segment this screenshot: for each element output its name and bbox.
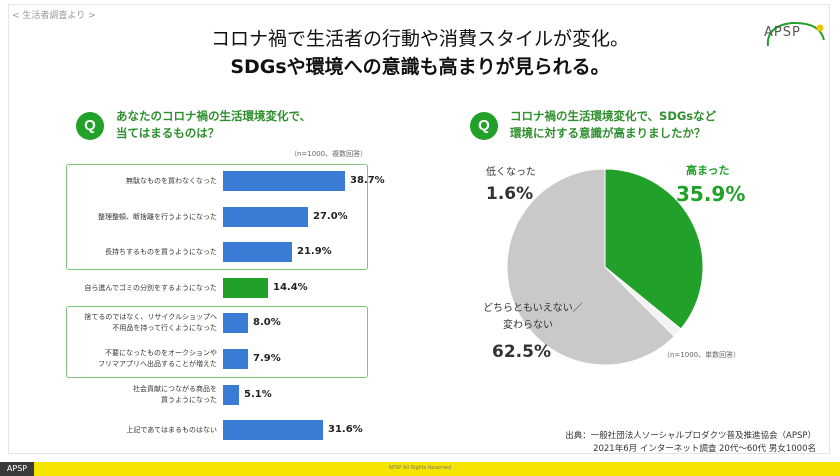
pie-label-neutral-1: どちらともいえない／: [483, 303, 583, 314]
bar-label: 無駄なものを買わなくなった: [67, 176, 217, 187]
bar-label: 不要になったものをオークションやフリマアプリへ出品することが増えた: [67, 348, 217, 370]
bar-value-label: 31.6%: [328, 424, 363, 435]
pie-value-up: 35.9%: [676, 182, 746, 206]
pie-slice-neutral: [506, 168, 676, 366]
bar-label: 長持ちするものを買うようになった: [67, 247, 217, 258]
bar-group-box-2: [66, 306, 368, 378]
pie-chart: [506, 168, 704, 366]
bar-value-label: 38.7%: [350, 175, 385, 186]
footer-logo: APSP: [0, 462, 34, 476]
footer-bar: [0, 462, 840, 476]
bar-label-line: 自ら進んでゴミの分別をするようになった: [84, 283, 217, 292]
bar-value-label: 7.9%: [253, 353, 281, 364]
question-left-line2: 当てはまるものは？: [116, 126, 220, 140]
bar-label-line: 長持ちするものを買うようになった: [105, 247, 217, 256]
bar-label-line: 無駄なものを買わなくなった: [126, 176, 217, 185]
pie-slice-up: [604, 168, 704, 330]
bar-value-label: 5.1%: [244, 389, 272, 400]
bar-label-line: 社会貢献につながる商品を: [133, 385, 217, 393]
question-badge-left: Q: [76, 112, 104, 140]
question-right-line1: コロナ禍の生活環境変化で、SDGsなど: [510, 109, 717, 123]
bar-label-line: 上記であてはまるものはない: [126, 425, 217, 434]
source-tag: < 生活者調査より >: [12, 11, 96, 21]
pie-label-down: 低くなった: [486, 167, 536, 178]
question-badge-right: Q: [470, 112, 498, 140]
bar-label-line: 整理整頓、断捨離を行うようになった: [98, 212, 217, 221]
bar-label-line: 不要になったものをオークションや: [105, 349, 217, 357]
bar-label-line: 捨てるのではなく、リサイクルショップへ: [84, 313, 217, 321]
note-left: （n=1000、複数回答）: [290, 150, 368, 158]
bar-label: 整理整頓、断捨離を行うようになった: [67, 212, 217, 223]
note-right: （n=1000、単数回答）: [663, 351, 741, 359]
source-line-2: 2021年6月 インターネット調査 20代〜60代 男女1000名: [593, 444, 816, 454]
bar: [223, 207, 308, 227]
bar-label-line: 不用品を持って行くようになった: [112, 324, 217, 332]
slide-frame: [8, 4, 830, 454]
page-title: コロナ禍で生活者の行動や消費スタイルが変化。: [210, 28, 629, 50]
bar-label: 自ら進んでゴミの分別をするようになった: [67, 283, 217, 294]
pie-label-up: 高まった: [686, 164, 730, 177]
bar: [223, 385, 239, 405]
bar: [223, 313, 248, 333]
bar-label-line: 買うようになった: [161, 396, 217, 404]
bar-value-label: 14.4%: [273, 282, 308, 293]
bar-value-label: 8.0%: [253, 317, 281, 328]
source-line-1: 出典：一般社団法人ソーシャルプロダクツ普及推進協会（APSP）: [565, 431, 816, 441]
bar: [223, 420, 323, 440]
bar-label-line: フリマアプリへ出品することが増えた: [98, 360, 217, 368]
bar-group-box-1: [66, 164, 368, 270]
bar-value-label: 21.9%: [297, 246, 332, 257]
pie-label-neutral-2: 変わらない: [503, 320, 553, 331]
pie-value-down: 1.6%: [486, 184, 534, 204]
bar-value-label: 27.0%: [313, 211, 348, 222]
question-right-line2: 環境に対する意識が高まりましたか？: [510, 126, 706, 140]
copyright: APSP All Rights Reserved: [388, 465, 452, 471]
page-subtitle: SDGsや環境への意識も高まりが見られる。: [230, 56, 610, 78]
bar: [223, 349, 248, 369]
bar: [223, 171, 345, 191]
bar: [223, 278, 268, 298]
bar: [223, 242, 292, 262]
question-left-line1: あなたのコロナ禍の生活環境変化で、: [116, 109, 312, 123]
bar-label: 社会貢献につながる商品を買うようになった: [67, 384, 217, 406]
bar-label: 上記であてはまるものはない: [67, 425, 217, 436]
bar-label: 捨てるのではなく、リサイクルショップへ不用品を持って行くようになった: [67, 312, 217, 334]
apsp-logo: [766, 21, 825, 47]
pie-value-neutral: 62.5%: [492, 342, 551, 362]
logo-text: APSP: [764, 25, 801, 40]
